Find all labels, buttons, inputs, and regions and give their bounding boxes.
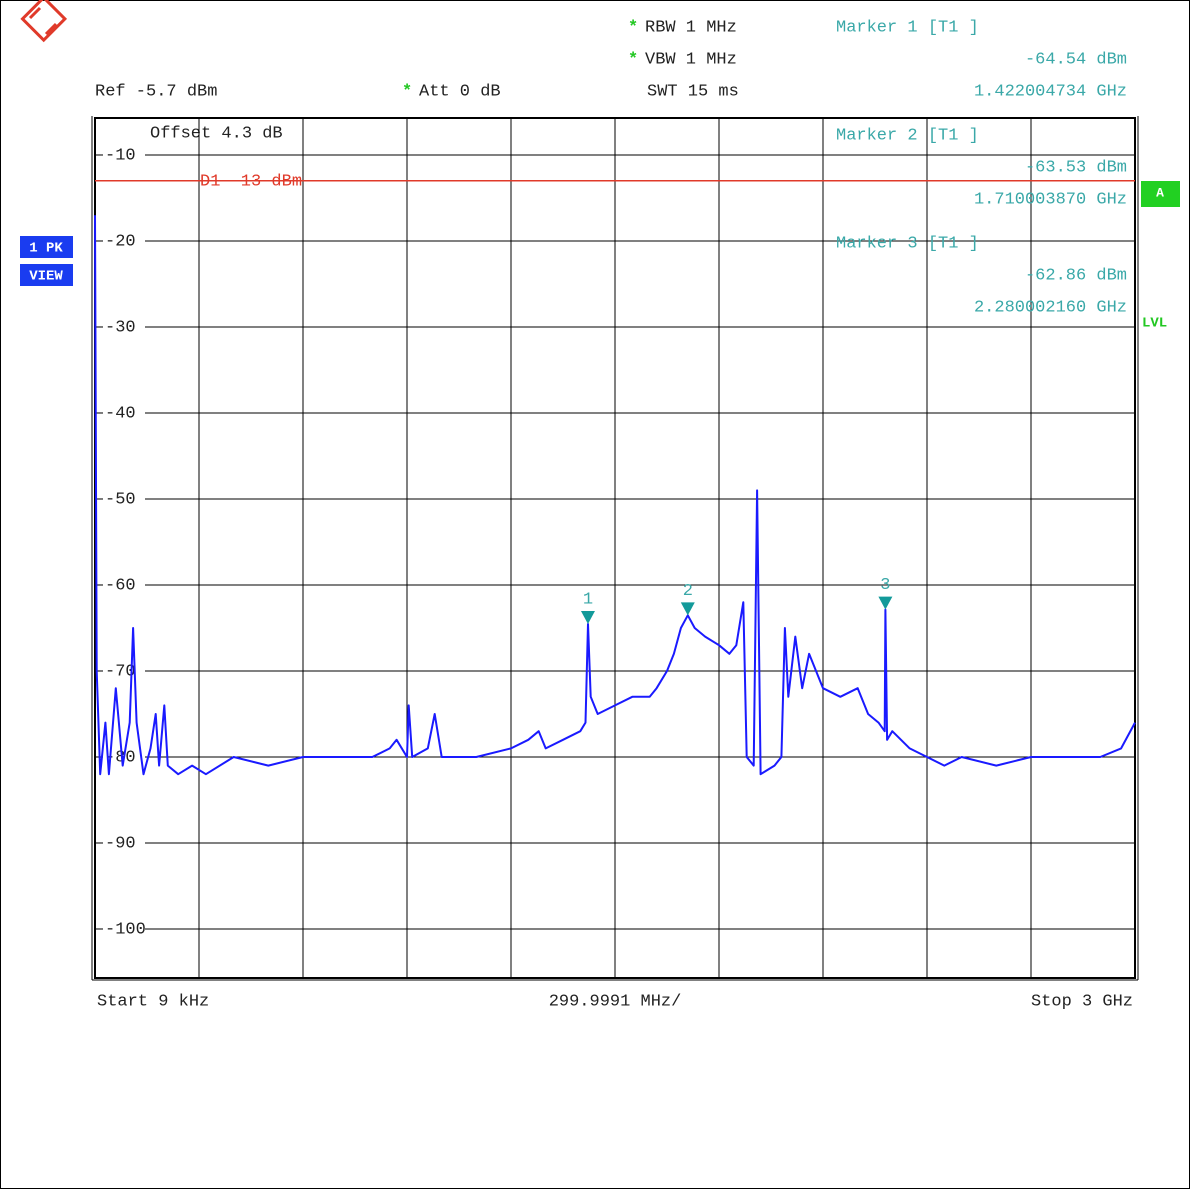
tick-label-bg: [103, 317, 145, 336]
tick-label-bg: [103, 919, 145, 938]
level-indicator: LVL: [1142, 316, 1167, 332]
tick-label-bg: [103, 145, 145, 164]
y-tick-label: -10: [105, 146, 136, 165]
y-tick-label: -100: [105, 920, 146, 939]
tick-label-bg: [103, 489, 145, 508]
rbw: RBW 1 MHz: [645, 18, 737, 37]
stop-freq: Stop 3 GHz: [1031, 992, 1133, 1011]
marker-level: -63.53 dBm: [1025, 158, 1127, 177]
start-freq: Start 9 kHz: [97, 992, 209, 1011]
display-line-label: D1 -13 dBm: [200, 172, 302, 191]
y-tick-label: -50: [105, 490, 136, 509]
marker-header: Marker 3 [T1 ]: [836, 234, 979, 253]
y-tick-label: -80: [105, 748, 136, 767]
marker-frequency: 2.280002160 GHz: [974, 298, 1127, 317]
y-tick-label: -60: [105, 576, 136, 595]
y-tick-label: -70: [105, 662, 136, 681]
vbw: VBW 1 MHz: [645, 50, 737, 69]
marker-triangle: [878, 596, 893, 610]
tick-label-bg: [103, 403, 145, 422]
vbw-star: *: [628, 50, 638, 69]
trace-view: VIEW: [29, 269, 63, 285]
trace: [94, 215, 1136, 776]
trace-view-box: [20, 264, 73, 286]
trace-mode: 1 PK: [29, 241, 63, 257]
marker-level: -62.86 dBm: [1025, 266, 1127, 285]
y-tick-label: -90: [105, 834, 136, 853]
marker-header: Marker 2 [T1 ]: [836, 126, 979, 145]
logo: [20, 0, 68, 43]
sweep-time: SWT 15 ms: [647, 82, 739, 101]
offset: Offset 4.3 dB: [150, 124, 283, 143]
status: A: [1156, 185, 1164, 200]
att-star: *: [402, 82, 412, 101]
status-box: [1141, 181, 1180, 207]
marker-header: Marker 1 [T1 ]: [836, 18, 979, 37]
marker-triangle: [680, 602, 695, 616]
marker-frequency: 1.710003870 GHz: [974, 190, 1127, 209]
y-tick-label: -40: [105, 404, 136, 423]
attenuation: Att 0 dB: [419, 82, 501, 101]
marker-number: 1: [583, 591, 593, 610]
marker-level: -64.54 dBm: [1025, 50, 1127, 69]
marker-number: 3: [880, 576, 890, 595]
rbw-star: *: [628, 18, 638, 37]
ref-level: Ref -5.7 dBm: [95, 82, 217, 101]
tick-label-bg: [103, 575, 145, 594]
tick-label-bg: [103, 833, 145, 852]
y-tick-label: -20: [105, 232, 136, 251]
marker-frequency: 1.422004734 GHz: [974, 82, 1127, 101]
tick-label-bg: [103, 231, 145, 250]
marker-number: 2: [683, 582, 693, 601]
span-per-div: 299.9991 MHz/: [549, 992, 682, 1011]
marker-triangle: [580, 611, 595, 625]
y-tick-label: -30: [105, 318, 136, 337]
trace-mode-box: [20, 236, 73, 258]
